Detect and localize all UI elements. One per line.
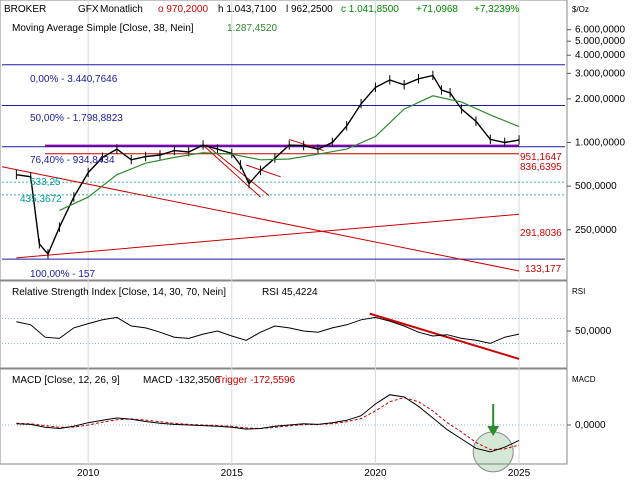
- header-instrument: GFX: [78, 4, 99, 15]
- ma-label: Moving Average Simple [Close, 38, Nein]: [12, 23, 194, 34]
- trend-line: [1, 166, 520, 272]
- price-panel: [0, 0, 568, 281]
- rsi-title: Relative Strength Index [Close, 14, 30, …: [12, 287, 226, 298]
- x-tick-label: 2015: [221, 468, 244, 479]
- rsi-value: RSI 45,4224: [262, 287, 318, 298]
- ma-line: [59, 95, 520, 211]
- rsi-tick-label: 50,0000: [575, 326, 612, 337]
- macd-axis-label: MACD: [572, 375, 596, 384]
- macd-line: [16, 394, 520, 453]
- annotations: [1, 64, 565, 473]
- header-low: l 962,2500: [286, 4, 333, 15]
- macd-title: MACD [Close, 12, 26, 9]: [12, 375, 120, 386]
- y-tick-label: 3.000,0000: [575, 68, 625, 79]
- level-label-d: 836,6395: [520, 162, 562, 173]
- level-label-a: 533,25: [30, 177, 61, 188]
- rsi-trend-line: [369, 312, 520, 360]
- level-label-e: 291,8036: [520, 228, 562, 239]
- unit-label: $/Oz: [572, 5, 589, 14]
- header-interval: Monatlich: [100, 4, 143, 15]
- rsi-axis-label: RSI: [572, 287, 585, 296]
- grid: [2, 0, 565, 464]
- header-open: o 970,2000: [158, 4, 208, 15]
- header-change-pct: +7,3239%: [474, 4, 519, 15]
- fib-label-50: 50,00% - 1.798,8823: [30, 113, 123, 124]
- trend-line: [16, 213, 520, 259]
- fib-label-764: 76,40% - 934,8434: [30, 155, 115, 166]
- trend-line: [245, 164, 281, 178]
- trigger-value: Trigger -172,5596: [216, 375, 296, 386]
- header-symbol: BROKER: [4, 4, 46, 15]
- trend-line: [208, 146, 270, 197]
- fib-label-0: 0,00% - 3.440,7646: [30, 74, 118, 85]
- macd-panel: [0, 368, 568, 465]
- y-tick-label: 5.000,0000: [575, 36, 625, 47]
- y-tick-label: 250,0000: [575, 225, 617, 236]
- level-label-f: 133,177: [525, 264, 562, 275]
- signal-arrow-head: [487, 426, 500, 436]
- ma-value: 1.287,4520: [227, 23, 277, 34]
- rsi-line: [16, 316, 520, 344]
- header-change: +71,0968: [416, 4, 458, 15]
- y-tick-label: 2.000,0000: [575, 94, 625, 105]
- fib-label-100: 100,00% - 157: [30, 269, 95, 280]
- y-tick-label: 6.000,0000: [575, 25, 625, 36]
- macd-tick-label: 0,0000: [575, 420, 606, 431]
- x-tick-label: 2025: [508, 468, 531, 479]
- signal-circle: [472, 431, 514, 473]
- header-close: c 1.041,8500: [341, 4, 399, 15]
- y-tick-label: 1.000,0000: [575, 138, 625, 149]
- x-tick-label: 2010: [77, 468, 100, 479]
- level-label-c: 951,1647: [520, 152, 562, 163]
- macd-value: MACD -132,3506: [143, 375, 221, 386]
- y-tick-label: 500,0000: [575, 181, 617, 192]
- series: [15, 70, 520, 453]
- y-tick-label: 4.000,0000: [575, 50, 625, 61]
- level-label-b: 435,3672: [20, 194, 62, 205]
- header-high: h 1.043,7100: [218, 4, 277, 15]
- rsi-panel: [0, 280, 568, 369]
- x-tick-label: 2020: [364, 468, 387, 479]
- trigger-line: [16, 397, 520, 451]
